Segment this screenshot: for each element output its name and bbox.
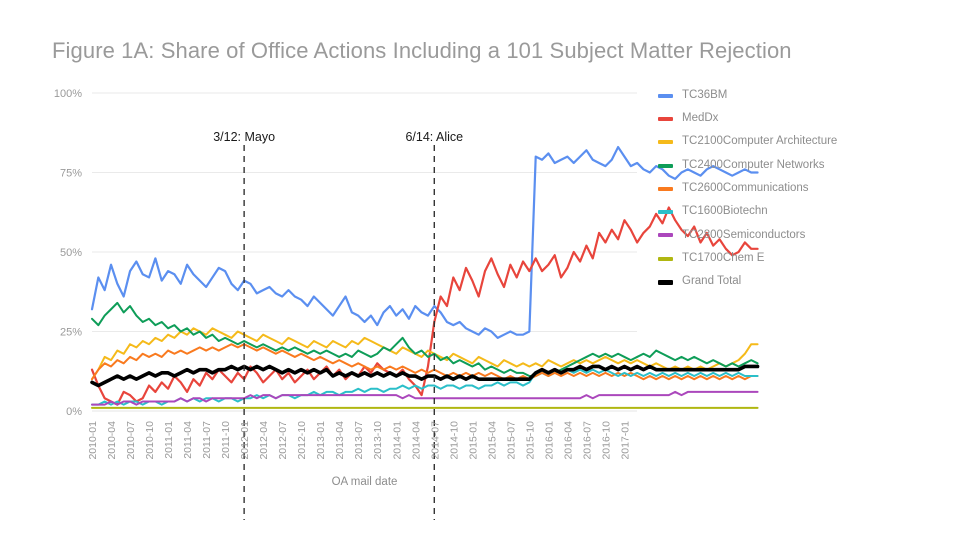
chart-legend: TC36BM MedDx TC2100Computer Architecture TC… — [658, 84, 908, 294]
legend-item[interactable]: Grand Total — [658, 270, 908, 293]
annotation-label: 6/14: Alice — [405, 130, 463, 144]
x-axis-tick-label: 2014-10 — [448, 421, 460, 460]
x-axis-tick-label: 2015-07 — [505, 421, 517, 460]
legend-item[interactable]: TC2100Computer Architecture — [658, 131, 908, 154]
x-axis-tick-label: 2017-01 — [619, 421, 631, 460]
legend-item[interactable]: TC36BM — [658, 84, 908, 107]
legend-color-swatch — [658, 140, 673, 144]
legend-item-label: TC2600Communications — [682, 183, 809, 195]
x-axis-title-group: OA mail date — [332, 476, 398, 488]
x-axis-tick-label: 2014-01 — [391, 421, 403, 460]
x-axis-tick-label: 2013-01 — [315, 421, 327, 460]
annotation-lines-group: 3/12: Mayo 6/14: Alice — [213, 130, 463, 520]
x-axis-tick-label: 2010-07 — [125, 421, 137, 460]
x-axis-tick-labels: 2010-01 2010-04 2010-07 2010-10 2011-01 2011-… — [87, 421, 631, 460]
x-axis-tick-label: 2011-10 — [220, 421, 232, 459]
x-axis-tick-label: 2013-04 — [334, 421, 346, 460]
legend-color-swatch — [658, 187, 673, 191]
y-axis-tick-label: 25% — [60, 327, 82, 339]
legend-item[interactable]: TC1600Biotechn — [658, 200, 908, 223]
legend-color-swatch — [658, 233, 673, 237]
legend-item-label: TC36BM — [682, 90, 727, 102]
x-axis-tick-label: 2016-04 — [562, 421, 574, 460]
legend-item-label: TC1700Chem E — [682, 253, 764, 265]
legend-item[interactable]: TC2800Semiconductors — [658, 224, 908, 247]
x-axis-tick-label: 2011-01 — [163, 421, 175, 459]
x-axis-tick-label: 2016-07 — [581, 421, 593, 460]
x-axis-tick-label: 2014-04 — [410, 421, 422, 460]
chart-figure: Figure 1A: Share of Office Actions Inclu… — [0, 0, 960, 540]
x-axis-tick-label: 2012-10 — [296, 421, 308, 460]
x-axis-tick-label: 2015-04 — [486, 421, 498, 460]
legend-color-swatch — [658, 117, 673, 121]
y-axis-tick-label: 50% — [60, 247, 82, 259]
y-axis-tick-label: 75% — [60, 168, 82, 180]
legend-item[interactable]: MedDx — [658, 107, 908, 130]
y-axis-tick-label: 0% — [66, 406, 82, 418]
x-axis-tick-label: 2013-10 — [372, 421, 384, 460]
x-axis-tick-label: 2012-04 — [258, 421, 270, 460]
legend-color-swatch — [658, 210, 673, 214]
legend-item[interactable]: TC1700Chem E — [658, 247, 908, 270]
legend-item-label: TC1600Biotechn — [682, 206, 768, 218]
legend-item-label: TC2100Computer Architecture — [682, 136, 837, 148]
legend-color-swatch — [658, 280, 673, 285]
legend-color-swatch — [658, 257, 673, 261]
x-axis-tick-label: 2016-10 — [600, 421, 612, 460]
x-axis-tick-label: 2012-07 — [277, 421, 289, 460]
legend-item[interactable]: TC2600Communications — [658, 177, 908, 200]
x-axis-tick-label: 2014-07 — [429, 421, 441, 460]
x-axis-title: OA mail date — [332, 476, 398, 488]
legend-item-label: TC2800Semiconductors — [682, 230, 805, 242]
x-axis-tick-label: 2010-10 — [144, 421, 156, 460]
legend-item-label: TC2400Computer Networks — [682, 160, 825, 172]
x-axis-tick-label: 2011-04 — [182, 421, 194, 459]
legend-color-swatch — [658, 164, 673, 168]
x-axis-tick-label: 2013-07 — [353, 421, 365, 460]
x-axis-tick-label: 2010-04 — [106, 421, 118, 460]
x-axis-tick-label: 2016-01 — [543, 421, 555, 460]
x-axis-tick-label: 2012-01 — [239, 421, 251, 460]
x-axis-tick-label: 2011-07 — [201, 421, 213, 459]
legend-item-label: Grand Total — [682, 276, 741, 288]
annotation-label: 3/12: Mayo — [213, 130, 275, 144]
x-axis-tick-label: 2015-10 — [524, 421, 536, 460]
legend-item[interactable]: TC2400Computer Networks — [658, 154, 908, 177]
x-axis-tick-label: 2015-01 — [467, 421, 479, 460]
y-axis-tick-labels: 0% 25% 50% 75% 100% — [54, 88, 82, 418]
legend-item-label: MedDx — [682, 113, 718, 125]
y-axis-tick-label: 100% — [54, 88, 82, 100]
series-line — [92, 392, 758, 405]
x-axis-tick-label: 2010-01 — [87, 421, 99, 460]
legend-color-swatch — [658, 94, 673, 98]
